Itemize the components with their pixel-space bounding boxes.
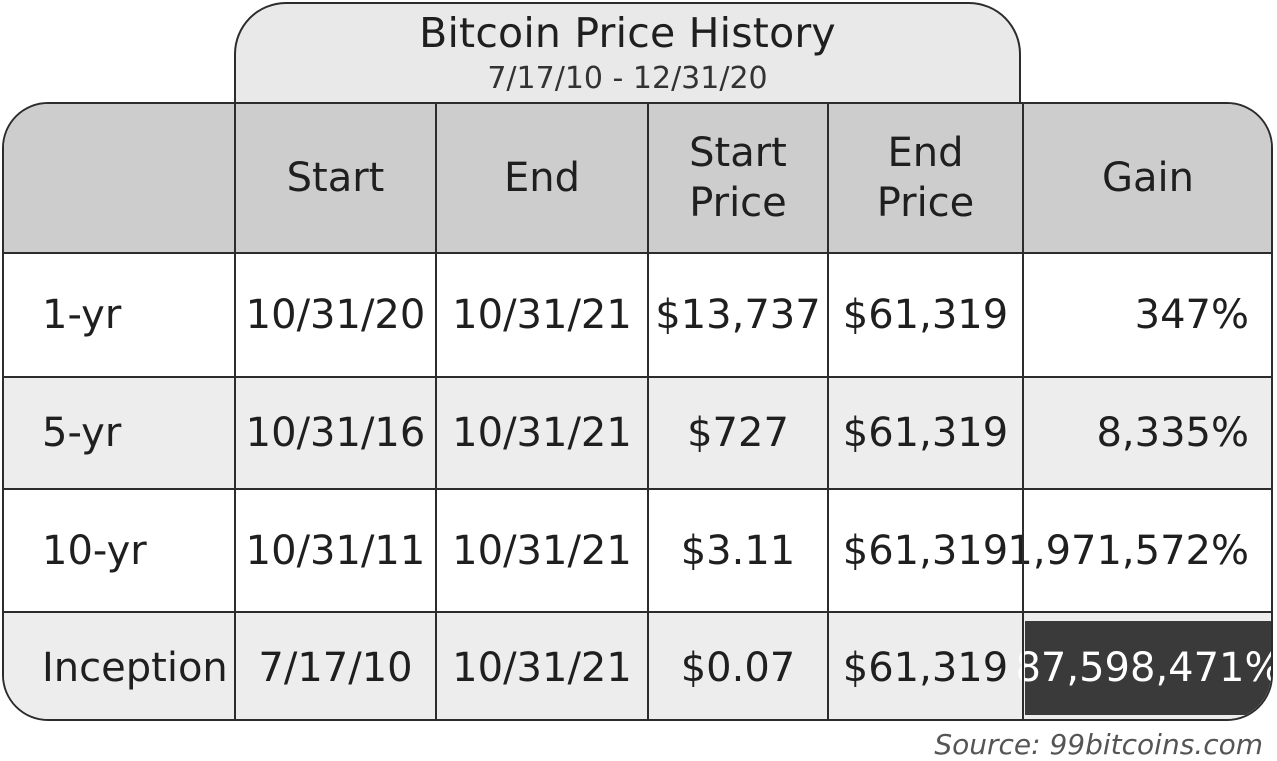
row-period: 10-yr [42, 527, 147, 574]
header-end-price: End Price [828, 104, 1023, 252]
header-end-price-line2: Price [876, 180, 975, 226]
table-title: Bitcoin Price History [419, 9, 836, 57]
column-divider [827, 104, 829, 719]
row-end-price: $61,319 [842, 292, 1009, 338]
row-start-price: $3.11 [680, 527, 796, 574]
header-start-price-line2: Price [689, 180, 787, 226]
row-start-price: $0.07 [680, 645, 796, 691]
row-gain: 8,335% [1096, 410, 1249, 456]
row-start: 7/17/10 [258, 645, 413, 691]
table-row: Inception 7/17/10 10/31/21 $0.07 $61,319… [4, 613, 1271, 719]
row-start: 10/31/16 [245, 410, 426, 456]
row-gain: 1,971,572% [1007, 527, 1249, 574]
row-end: 10/31/21 [452, 410, 632, 456]
source-caption: Source: 99bitcoins.com [934, 728, 1263, 761]
price-table: Start End Start Price End Price Gain 1-y… [2, 102, 1273, 721]
table-header-row: Start End Start Price End Price Gain [4, 104, 1271, 254]
row-period: Inception [42, 645, 228, 691]
row-end: 10/31/21 [452, 645, 632, 691]
row-end-price: $61,319 [842, 410, 1009, 456]
row-period: 5-yr [42, 410, 122, 456]
header-end: End [503, 155, 580, 201]
row-start: 10/31/11 [245, 527, 426, 574]
row-gain: 347% [1134, 292, 1249, 338]
table-row: 5-yr 10/31/16 10/31/21 $727 $61,319 8,33… [4, 378, 1271, 490]
row-end: 10/31/21 [452, 292, 632, 338]
header-start: Start [286, 155, 385, 201]
column-divider [1022, 104, 1024, 719]
row-end-price: $61,319 [842, 527, 1009, 574]
table-subtitle: 7/17/10 - 12/31/20 [487, 61, 768, 96]
row-gain-highlighted: 87,598,471% [1015, 621, 1271, 715]
row-start-price: $13,737 [655, 292, 821, 338]
table-row: 10-yr 10/31/11 10/31/21 $3.11 $61,319 1,… [4, 490, 1271, 613]
row-start: 10/31/20 [245, 292, 426, 338]
row-period: 1-yr [42, 292, 122, 338]
column-divider [647, 104, 649, 719]
row-end-price: $61,319 [842, 645, 1009, 691]
header-start-price: Start Price [648, 104, 828, 252]
column-divider [234, 104, 236, 719]
table-row: 1-yr 10/31/20 10/31/21 $13,737 $61,319 3… [4, 254, 1271, 378]
header-end-price-line1: End [887, 130, 964, 176]
header-gain: Gain [1102, 155, 1194, 201]
header-start-price-line1: Start [689, 130, 787, 176]
header-period [4, 104, 235, 252]
row-start-price: $727 [687, 410, 789, 456]
column-divider [435, 104, 437, 719]
row-end: 10/31/21 [452, 527, 632, 574]
